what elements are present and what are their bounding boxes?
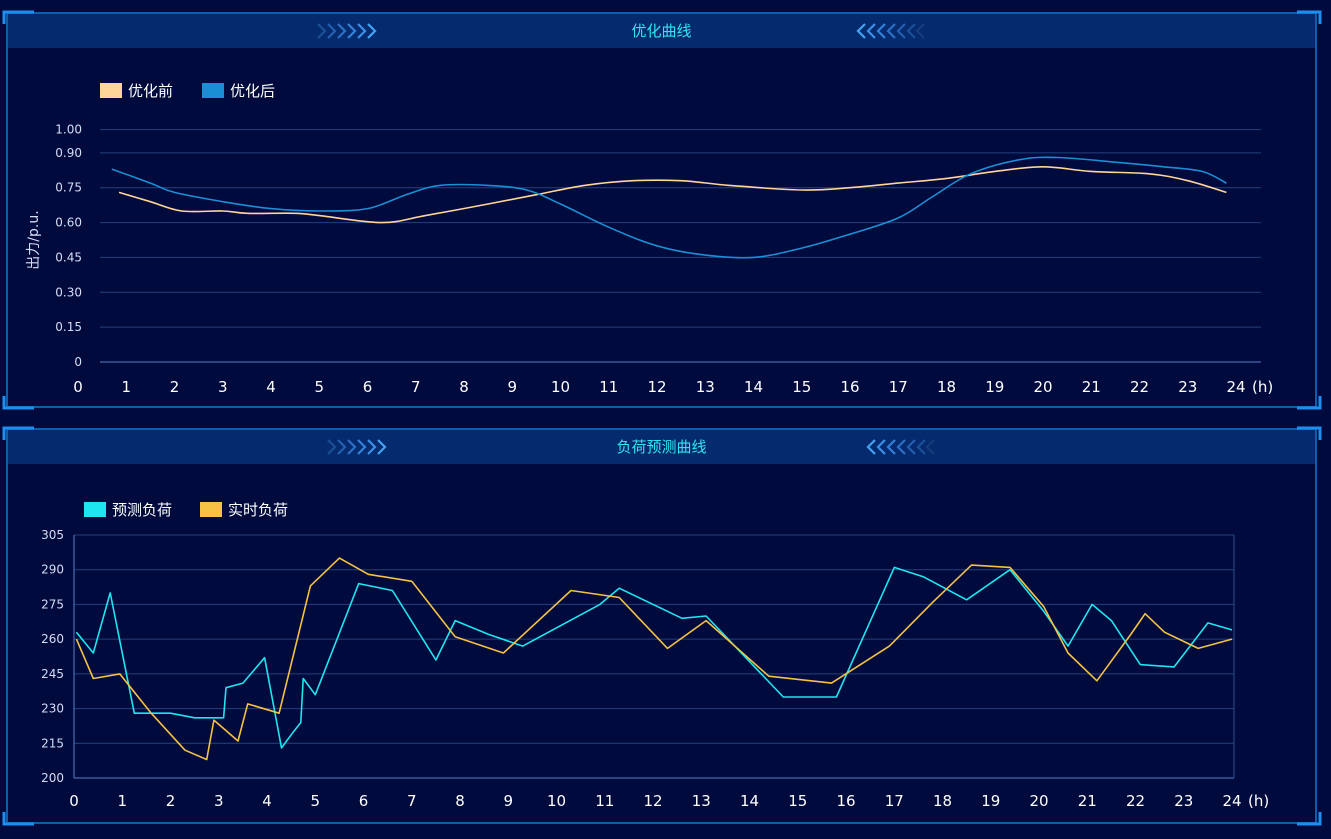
panel-header: 负荷预测曲线	[8, 430, 1315, 464]
x-tick-label: 11	[599, 378, 618, 396]
x-tick-label: 4	[262, 792, 272, 810]
y-tick-label: 0.90	[55, 146, 82, 160]
x-tick-label: 0	[69, 792, 79, 810]
x-tick-label: 22	[1130, 378, 1149, 396]
y-tick-label: 0	[74, 355, 82, 369]
x-tick-label: 13	[696, 378, 715, 396]
x-tick-label: 2	[170, 378, 180, 396]
legend-label: 实时负荷	[228, 501, 288, 519]
legend-label: 优化后	[230, 82, 275, 100]
x-tick-label: 6	[359, 792, 369, 810]
chevron-left-icon	[866, 439, 935, 455]
x-tick-label: 11	[595, 792, 614, 810]
x-tick-label: 24	[1226, 378, 1245, 396]
x-tick-label: 16	[836, 792, 855, 810]
optimization-panel: 优化曲线 0 0.15 0.30 0.45 0.60 0.75 0.90 1.00 0 1 2 3 4 5…	[6, 12, 1317, 408]
x-tick-label: 23	[1178, 378, 1197, 396]
y-tick-label: 1.00	[55, 123, 82, 137]
legend-swatch	[202, 83, 224, 98]
panel-title: 优化曲线	[631, 22, 692, 40]
x-axis-unit: (h)	[1248, 792, 1269, 810]
x-tick-label: 2	[166, 792, 176, 810]
series-line	[111, 156, 1227, 259]
x-tick-label: 19	[985, 378, 1004, 396]
x-tick-label: 7	[411, 378, 421, 396]
x-tick-label: 5	[310, 792, 320, 810]
legend-label: 预测负荷	[112, 501, 172, 519]
chevron-right-icon	[317, 23, 377, 39]
x-tick-label: 10	[547, 792, 566, 810]
x-tick-label: 14	[744, 378, 763, 396]
legend-swatch	[84, 502, 106, 517]
x-tick-label: 10	[551, 378, 570, 396]
y-tick-label: 275	[41, 597, 64, 611]
series-line	[75, 566, 1233, 749]
x-tick-label: 16	[840, 378, 859, 396]
x-tick-label: 20	[1029, 792, 1048, 810]
x-tick-label: 13	[692, 792, 711, 810]
x-tick-label: 18	[937, 378, 956, 396]
x-tick-label: 1	[117, 792, 127, 810]
y-tick-label: 0.15	[55, 320, 82, 334]
x-tick-label: 8	[455, 792, 465, 810]
y-tick-label: 290	[41, 563, 64, 577]
y-tick-label: 215	[41, 736, 64, 750]
y-tick-label: 0.30	[55, 285, 82, 299]
optimization-chart: 00.150.300.450.600.750.901.000 1 2 3 4 5 6 7 8 9 1…	[26, 82, 1273, 396]
x-tick-label: 19	[981, 792, 1000, 810]
x-tick-label: 6	[363, 378, 373, 396]
x-tick-label: 5	[314, 378, 324, 396]
x-tick-label: 3	[218, 378, 228, 396]
x-tick-label: 9	[503, 792, 513, 810]
x-tick-label: 12	[643, 792, 662, 810]
y-tick-label: 260	[41, 632, 64, 646]
x-tick-label: 9	[507, 378, 517, 396]
y-axis-label: 出力/p.u.	[26, 210, 42, 269]
x-tick-label: 0	[73, 378, 83, 396]
y-tick-label: 245	[41, 667, 64, 681]
legend-swatch	[100, 83, 122, 98]
x-tick-label: 12	[647, 378, 666, 396]
chevron-left-icon	[856, 23, 925, 39]
y-tick-label: 200	[41, 771, 64, 785]
x-tick-label: 22	[1126, 792, 1145, 810]
x-tick-label: 1	[121, 378, 131, 396]
legend-swatch	[200, 502, 222, 517]
x-tick-label: 20	[1033, 378, 1052, 396]
chevron-right-icon	[327, 439, 387, 455]
x-axis-unit: (h)	[1252, 378, 1273, 396]
series-line	[75, 557, 1233, 761]
y-tick-label: 305	[41, 528, 64, 542]
panel-title: 负荷预测曲线	[616, 438, 707, 456]
x-tick-label: 23	[1174, 792, 1193, 810]
x-tick-label: 4	[266, 378, 276, 396]
x-tick-label: 21	[1078, 792, 1097, 810]
y-tick-label: 0.75	[55, 181, 82, 195]
x-tick-label: 17	[889, 378, 908, 396]
y-tick-label: 230	[41, 702, 64, 716]
x-tick-label: 3	[214, 792, 224, 810]
series-line	[118, 166, 1227, 224]
x-tick-label: 8	[459, 378, 469, 396]
x-tick-label: 17	[885, 792, 904, 810]
panel-header: 优化曲线	[8, 14, 1315, 48]
x-tick-label: 7	[407, 792, 417, 810]
y-tick-label: 0.45	[55, 250, 82, 264]
y-tick-label: 0.60	[55, 216, 82, 230]
load-forecast-panel: 负荷预测曲线 200 215 230 245 260 275 290 305 0 1 2 3 4 5 6 7 8…	[6, 428, 1317, 824]
x-tick-label: 24	[1222, 792, 1241, 810]
x-tick-label: 14	[740, 792, 759, 810]
x-tick-label: 18	[933, 792, 952, 810]
legend-label: 优化前	[128, 82, 173, 100]
x-tick-label: 15	[788, 792, 807, 810]
x-tick-label: 21	[1082, 378, 1101, 396]
x-tick-label: 15	[792, 378, 811, 396]
